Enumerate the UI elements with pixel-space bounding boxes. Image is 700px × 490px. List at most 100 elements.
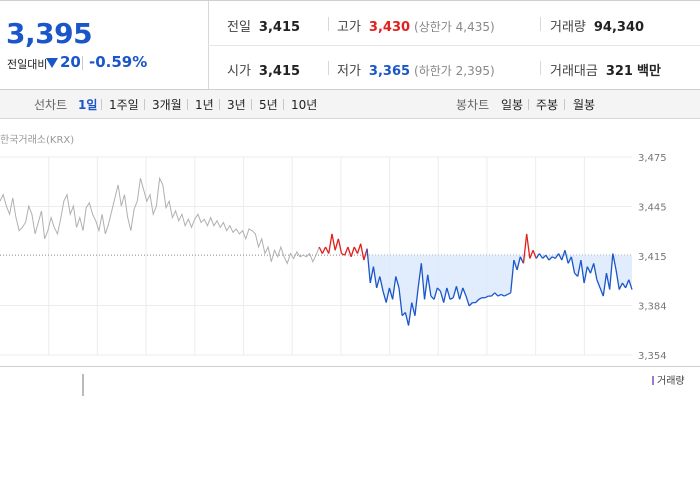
session-price-segment (615, 269, 620, 290)
prev-close-label: 전일 (227, 20, 251, 35)
session-price-segment (554, 253, 560, 259)
session-price-segment (382, 291, 387, 303)
monthly-candle-button[interactable]: 월봉 (573, 98, 596, 112)
weekly-candle-button[interactable]: 주봉 (536, 98, 559, 112)
open-cell: 시가 3,415 (227, 60, 300, 79)
below-reference-fill (319, 255, 632, 326)
session-price-segment (452, 286, 458, 298)
session-price-segment (417, 263, 422, 288)
session-price-segment (589, 263, 595, 274)
divider (283, 99, 284, 110)
session-price-segment (395, 276, 400, 289)
session-price-segment (567, 256, 572, 264)
intraday-price-chart: 3,475 3,445 3,415 3,384 3,354 (0, 153, 667, 362)
period-1y-button[interactable]: 1년 (195, 98, 214, 112)
session-price-segment (609, 253, 614, 290)
session-price-segment (596, 279, 601, 289)
lower-limit: (하한가 2,395) (414, 64, 495, 78)
session-price-segment (372, 266, 378, 289)
session-price-segment (494, 292, 499, 297)
divider (540, 17, 541, 31)
session-price-segment (612, 253, 617, 271)
high-value: 3,430 (368, 20, 411, 35)
volume-cell: 거래량 94,340 (550, 16, 644, 35)
divider (219, 99, 220, 110)
session-price-segment (427, 274, 432, 297)
session-price-segment (510, 260, 515, 293)
session-price-segment (353, 246, 359, 254)
session-price-segment (331, 233, 336, 251)
change-percent: -0.59% (89, 53, 148, 71)
session-price-segment (398, 287, 403, 316)
session-price-segment (522, 233, 528, 264)
session-price-segment (337, 238, 343, 254)
high-label: 고가 (337, 20, 361, 35)
low-cell: 저가 3,365 (하한가 2,395) (337, 60, 495, 79)
session-price-segment (491, 292, 496, 297)
session-price-segment (602, 273, 608, 297)
period-1d-button[interactable]: 1일 (78, 98, 98, 112)
y-tick-label: 3,475 (638, 153, 667, 164)
current-price: 3,395 (6, 17, 93, 50)
volume-value: 94,340 (593, 20, 645, 35)
session-price-segment (535, 253, 540, 259)
y-tick-label: 3,384 (638, 302, 667, 313)
session-price-segment (376, 276, 381, 289)
volume-label: 거래량 (550, 20, 586, 35)
trade-value-unit: 백만 (636, 64, 661, 79)
session-price-segment (583, 266, 588, 284)
chart-toolbar: 선차트 1일 1주일 3개월 1년 3년 5년 10년 봉차트 일봉 주봉 월봉 (0, 90, 700, 119)
line-chart-label: 선차트 (34, 98, 68, 112)
session-price-segment (449, 297, 454, 300)
session-price-segment (411, 302, 416, 316)
session-price-segment (391, 276, 397, 300)
high-cell: 고가 3,430 (상한가 4,435) (337, 16, 495, 35)
session-price-segment (504, 293, 508, 297)
session-price-segment (404, 312, 410, 326)
divider (564, 99, 565, 110)
prev-close-value: 3,415 (258, 20, 301, 35)
session-price-segment (328, 233, 333, 254)
session-price-segment (551, 256, 556, 260)
session-price-segment (347, 246, 352, 258)
divider (540, 61, 541, 75)
session-price-segment (542, 254, 547, 259)
session-price-segment (321, 246, 327, 254)
session-price-segment (545, 254, 550, 261)
open-value: 3,415 (258, 64, 301, 79)
session-price-segment (366, 248, 371, 284)
session-price-segment (625, 279, 630, 289)
period-5y-button[interactable]: 5년 (259, 98, 278, 112)
session-price-segment (621, 282, 627, 289)
session-price-segment (570, 256, 576, 274)
period-1w-button[interactable]: 1주일 (109, 98, 139, 112)
session-price-segment (526, 233, 531, 259)
session-price-segment (516, 256, 521, 271)
candle-chart-label: 봉차트 (456, 98, 490, 112)
session-price-segment (478, 297, 483, 300)
session-price-segment (436, 287, 441, 292)
session-price-segment (497, 293, 502, 297)
session-price-segment (344, 246, 349, 256)
session-price-segment (356, 243, 362, 254)
open-label: 시가 (227, 64, 251, 79)
low-label: 저가 (337, 64, 361, 79)
session-price-segment (459, 287, 464, 300)
divider (251, 99, 252, 110)
period-3y-button[interactable]: 3년 (227, 98, 246, 112)
period-3m-button[interactable]: 3개월 (152, 98, 182, 112)
divider (328, 61, 329, 75)
period-10y-button[interactable]: 10년 (291, 98, 318, 112)
pre-market-price-line (0, 176, 320, 265)
y-tick-label: 3,445 (638, 203, 667, 214)
session-price-segment (564, 250, 569, 264)
session-price-segment (580, 260, 585, 284)
session-price-segment (618, 282, 624, 290)
daily-candle-button[interactable]: 일봉 (501, 98, 524, 112)
session-price-segment (420, 263, 426, 300)
session-price-segment (334, 238, 339, 251)
session-price-segment (462, 287, 467, 297)
current-price-box: 3,395 전일대비 20 -0.59% (0, 1, 209, 89)
session-price-segment (318, 246, 323, 254)
volume-legend: 거래량 (652, 372, 685, 387)
